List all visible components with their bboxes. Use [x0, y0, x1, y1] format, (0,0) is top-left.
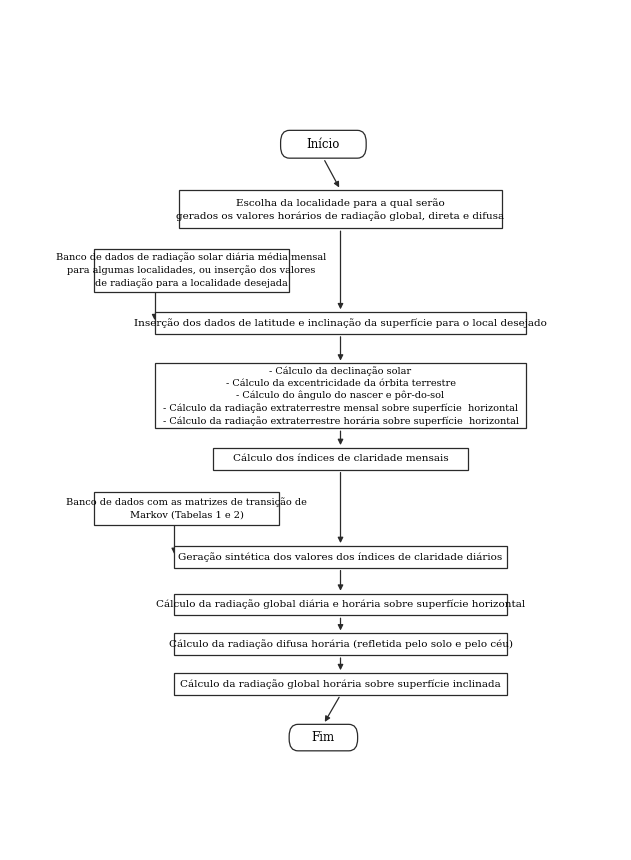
FancyBboxPatch shape: [174, 546, 507, 568]
Text: Banco de dados com as matrizes de transição de
Markov (Tabelas 1 e 2): Banco de dados com as matrizes de transi…: [66, 498, 307, 519]
Text: Cálculo da radiação global horária sobre superfície inclinada: Cálculo da radiação global horária sobre…: [180, 679, 501, 689]
Text: Fim: Fim: [312, 731, 335, 744]
Text: Cálculo dos índices de claridade mensais: Cálculo dos índices de claridade mensais: [233, 454, 448, 464]
FancyBboxPatch shape: [174, 633, 507, 655]
FancyBboxPatch shape: [93, 492, 280, 525]
Text: Geração sintética dos valores dos índices de claridade diários: Geração sintética dos valores dos índice…: [179, 552, 503, 562]
Text: - Cálculo da declinação solar
- Cálculo da excentricidade da órbita terrestre
- : - Cálculo da declinação solar - Cálculo …: [163, 366, 519, 426]
FancyBboxPatch shape: [213, 448, 468, 470]
Text: Inserção dos dados de latitude e inclinação da superfície para o local desejado: Inserção dos dados de latitude e inclina…: [134, 318, 547, 328]
FancyBboxPatch shape: [281, 131, 366, 158]
Text: Banco de dados de radiação solar diária média mensal
para algumas localidades, o: Banco de dados de radiação solar diária …: [56, 252, 326, 288]
FancyBboxPatch shape: [174, 593, 507, 616]
FancyBboxPatch shape: [289, 724, 358, 751]
Text: Início: Início: [307, 138, 340, 150]
FancyBboxPatch shape: [174, 673, 507, 695]
FancyBboxPatch shape: [155, 364, 526, 428]
FancyBboxPatch shape: [155, 312, 526, 334]
Text: Cálculo da radiação global diária e horária sobre superfície horizontal: Cálculo da radiação global diária e horá…: [156, 599, 525, 610]
FancyBboxPatch shape: [93, 249, 289, 292]
Text: Cálculo da radiação difusa horária (refletida pelo solo e pelo céu): Cálculo da radiação difusa horária (refl…: [168, 639, 512, 649]
Text: Escolha da localidade para a qual serão
gerados os valores horários de radiação : Escolha da localidade para a qual serão …: [177, 198, 505, 220]
FancyBboxPatch shape: [179, 190, 502, 229]
